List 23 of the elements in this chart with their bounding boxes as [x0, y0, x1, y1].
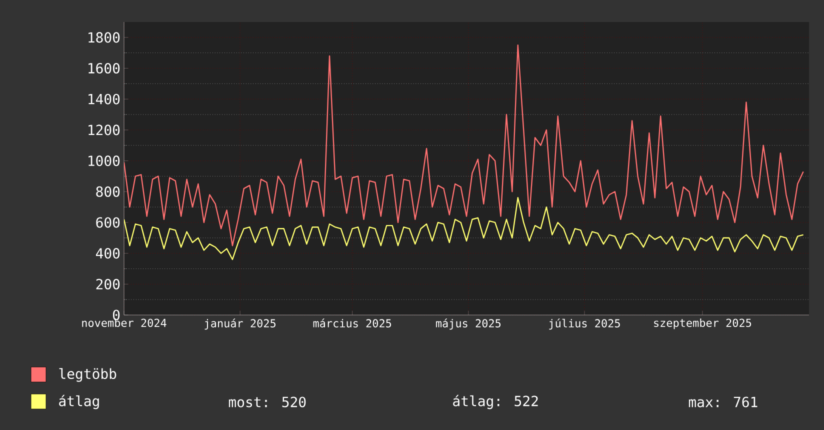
- y-tick-label: 1200: [88, 124, 120, 136]
- legend-label: átlag: [59, 394, 99, 410]
- y-tick-label: 400: [96, 248, 120, 259]
- line-series: [124, 44, 804, 246]
- x-tick-label: november 2024: [82, 318, 166, 327]
- x-tick-label: szeptember 2025: [654, 318, 752, 330]
- x-tick-label: május 2025: [436, 318, 501, 330]
- x-tick-label: január 2025: [204, 318, 276, 330]
- text: most: 520: [228, 396, 306, 408]
- y-tick-label: 1000: [88, 156, 120, 166]
- text: átlag: 522: [453, 394, 538, 410]
- y-tick-label: 1800: [88, 32, 120, 43]
- y-tick-label: 1600: [88, 62, 120, 74]
- line-series: [124, 197, 804, 260]
- text: max: 761: [688, 396, 758, 408]
- y-tick-label: 800: [96, 186, 120, 197]
- y-tick-label: 1400: [88, 94, 120, 104]
- legend-label: legtöbb: [59, 368, 116, 382]
- y-tick-label: 200: [96, 278, 120, 290]
- x-tick-label: július 2025: [549, 318, 620, 330]
- x-tick-label: március 2025: [313, 318, 392, 328]
- y-tick-label: 0: [112, 310, 120, 320]
- y-tick-label: 600: [96, 217, 120, 228]
